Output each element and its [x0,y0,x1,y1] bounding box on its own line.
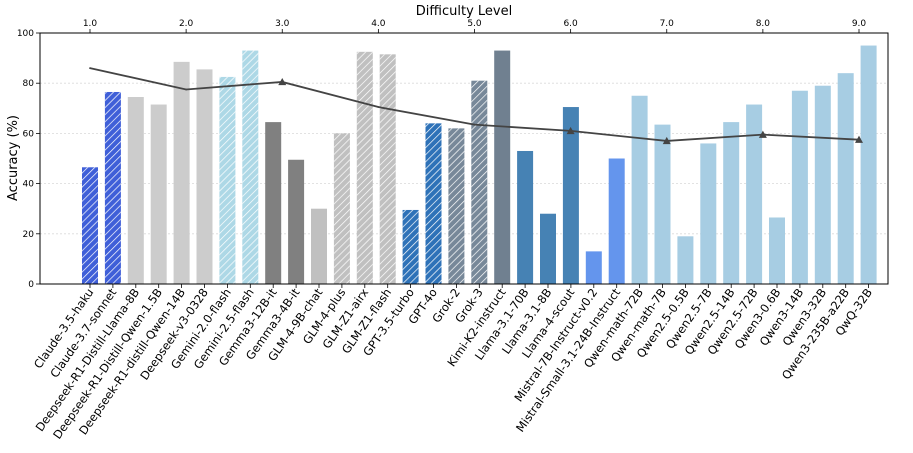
y-axis-title: Accuracy (%) [6,115,21,201]
difficulty-point [89,67,91,70]
plot-frame [39,32,889,285]
bar-hatch [425,123,442,284]
top-tick-label: 8.0 [756,19,771,29]
bar [608,158,625,284]
difficulty-point [185,88,188,91]
y-tick-label: 40 [23,180,35,190]
bar [654,124,671,285]
difficulty-point [278,77,287,86]
top-tick-label: 9.0 [852,19,867,29]
y-axis: 0 20 40 60 80 100 [17,29,40,290]
bar [723,122,740,284]
bar [769,217,785,284]
difficulty-point [377,106,380,108]
top-tick-label: 2.0 [179,19,194,29]
bar [791,90,808,284]
y-tick-label: 20 [23,230,35,240]
bar [288,159,305,284]
y-tick-label: 0 [28,280,34,290]
bar [517,150,534,284]
y-tick-label: 80 [23,79,35,89]
bar [150,104,167,284]
difficulty-point [855,135,863,143]
bar-hatch [104,91,121,284]
difficulty-point [566,126,575,135]
bar [814,85,831,285]
bar-hatch [356,51,373,285]
bar [585,251,602,284]
bar-hatch [402,209,419,284]
top-axis-title: Difficulty Level [416,4,512,19]
y-tick-label: 60 [23,129,35,139]
bar [494,50,511,284]
bar [746,104,763,284]
x-axis: Claude-3.5-hakuClaude-3.7-sonnetDeepseek… [31,284,875,442]
bar [860,45,877,284]
bar-hatch [471,80,488,284]
bar [127,97,144,284]
bar [540,213,556,284]
difficulty-point [473,123,476,126]
top-axis: 1.0 2.0 3.0 4.0 5.0 6.0 7.0 8.0 9.0 [83,19,867,33]
top-tick-label: 3.0 [275,19,290,29]
top-tick-label: 4.0 [371,19,386,29]
top-tick-label: 5.0 [467,19,482,29]
y-tick-label: 100 [17,29,34,39]
difficulty-point [662,136,671,145]
top-tick-label: 1.0 [83,19,98,29]
bar [173,61,190,284]
bar [311,208,327,284]
bar-hatch [448,128,465,284]
top-tick-label: 7.0 [660,19,675,29]
bar-hatch [82,167,98,284]
bar [196,69,213,285]
bars-layer [82,45,877,285]
bar [700,143,717,284]
bar [837,73,854,284]
difficulty-point [758,130,767,138]
bar [631,95,648,284]
bar-hatch [333,133,350,284]
bar [677,236,694,284]
bar-hatch [379,54,396,285]
bar-hatch [219,76,236,284]
difficulty-line-layer [89,67,863,145]
bar [562,107,579,284]
bar-hatch [242,50,259,284]
bar [265,122,282,284]
top-tick-label: 6.0 [563,19,578,29]
